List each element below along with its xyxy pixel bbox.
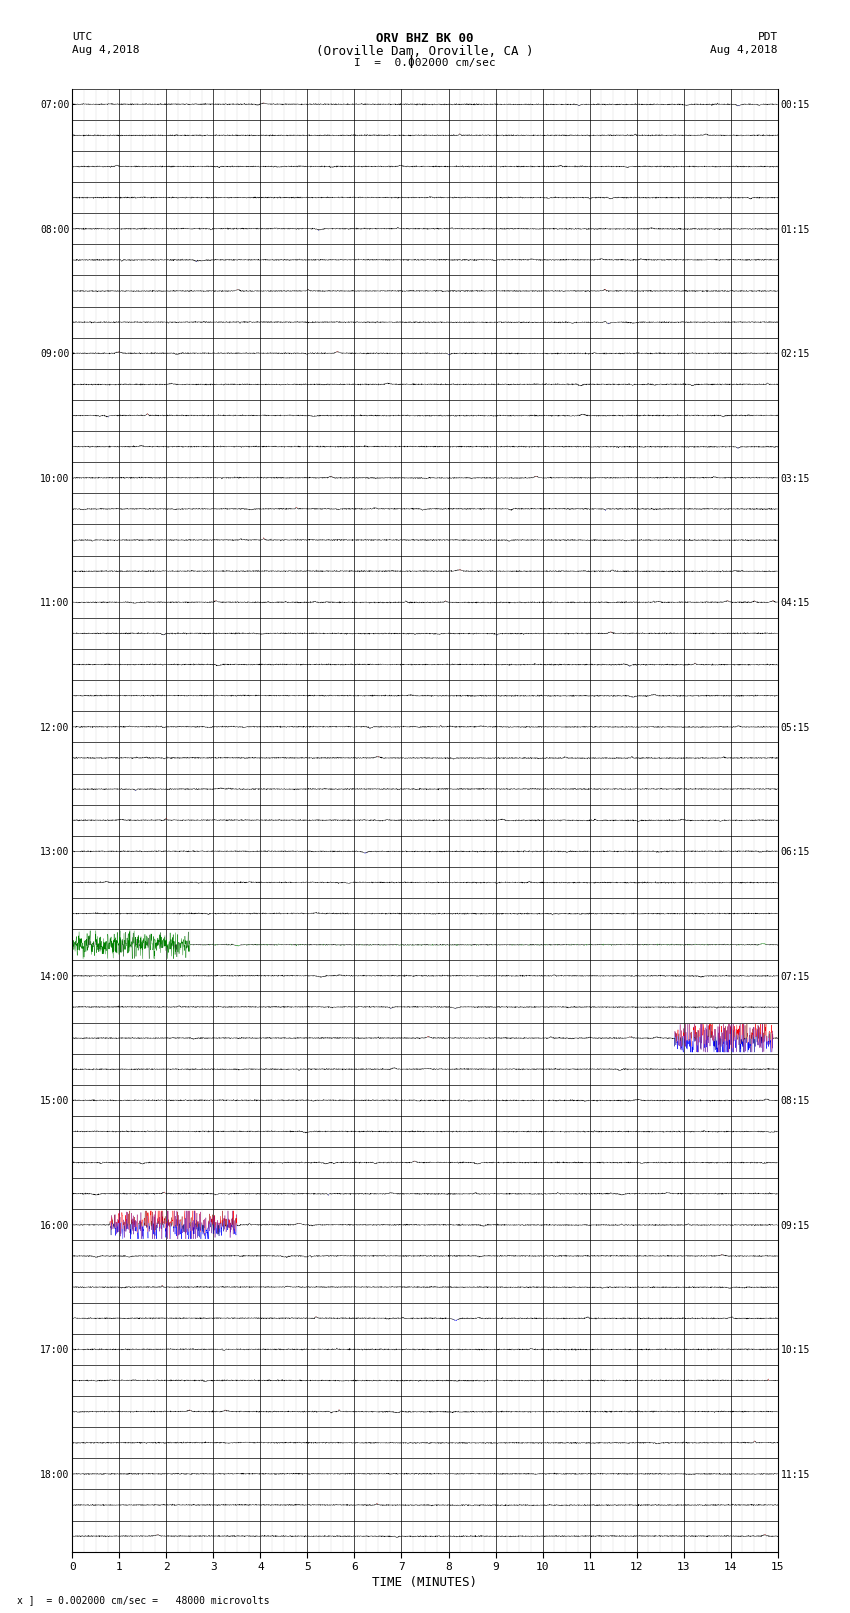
Text: x ]  = 0.002000 cm/sec =   48000 microvolts: x ] = 0.002000 cm/sec = 48000 microvolts — [17, 1595, 269, 1605]
Text: UTC: UTC — [72, 32, 93, 42]
Text: PDT: PDT — [757, 32, 778, 42]
Text: Aug 4,2018: Aug 4,2018 — [72, 45, 139, 55]
Text: (Oroville Dam, Oroville, CA ): (Oroville Dam, Oroville, CA ) — [316, 45, 534, 58]
Text: Aug 4,2018: Aug 4,2018 — [711, 45, 778, 55]
Text: I  =  0.002000 cm/sec: I = 0.002000 cm/sec — [354, 58, 496, 68]
X-axis label: TIME (MINUTES): TIME (MINUTES) — [372, 1576, 478, 1589]
Text: ORV BHZ BK 00: ORV BHZ BK 00 — [377, 32, 473, 45]
